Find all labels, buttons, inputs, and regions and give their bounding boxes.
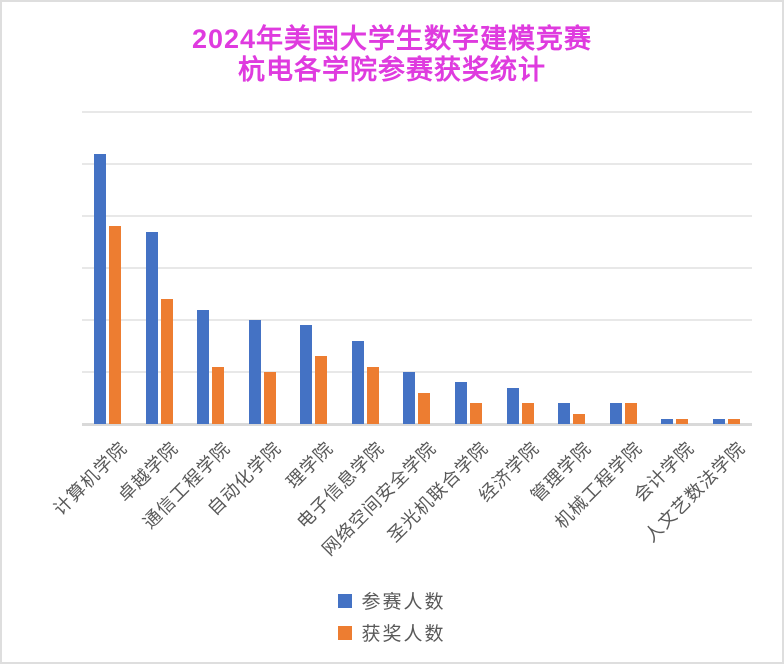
chart-title-line-2: 杭电各学院参赛获奖统计 [238, 55, 546, 85]
bar-group [288, 112, 340, 424]
plot-area [82, 111, 752, 426]
chart-title: 2024年美国大学生数学建模竞赛 杭电各学院参赛获奖统计 [2, 24, 782, 86]
participants-bar [351, 341, 364, 424]
y-gridline [82, 163, 752, 165]
participants-bar [455, 382, 468, 424]
bar-group [494, 112, 546, 424]
legend-swatch-icon [338, 593, 353, 608]
awards-bar [676, 419, 689, 424]
participants-bar [300, 325, 313, 424]
bar-group [649, 112, 701, 424]
awards-bar [521, 403, 534, 424]
bar-group [546, 112, 598, 424]
awards-bar [573, 414, 586, 424]
chart-legend: 参赛人数 获奖人数 [2, 587, 782, 646]
bar-group [700, 112, 752, 424]
legend-item: 参赛人数 [338, 587, 445, 614]
participants-bar [145, 232, 158, 424]
participants-bar [403, 372, 416, 424]
bar-group [391, 112, 443, 424]
participants-bar [558, 403, 571, 424]
legend-label: 获奖人数 [361, 624, 446, 645]
awards-bar [109, 226, 122, 424]
legend-item: 获奖人数 [338, 619, 445, 646]
y-gridline [82, 319, 752, 321]
bar-group [82, 112, 134, 424]
chart-title-line-1: 2024年美国大学生数学建模竞赛 [191, 24, 593, 54]
y-gridline [82, 267, 752, 269]
awards-bar [418, 393, 431, 424]
bar-group [597, 112, 649, 424]
bar-group [237, 112, 289, 424]
awards-bar [263, 372, 276, 424]
y-gridline [82, 111, 752, 113]
awards-bar [470, 403, 483, 424]
participants-bar [248, 320, 261, 424]
awards-bar [212, 367, 225, 424]
awards-bar [315, 356, 328, 424]
bar-group [185, 112, 237, 424]
legend-swatch-icon [338, 625, 353, 640]
legend-label: 参赛人数 [361, 592, 446, 613]
participants-bar [197, 310, 210, 424]
awards-bar [727, 419, 740, 424]
participants-bar [712, 419, 725, 424]
participants-bar [94, 154, 107, 424]
awards-bar [624, 403, 637, 424]
participants-bar [609, 403, 622, 424]
bar-group [134, 112, 186, 424]
y-gridline [82, 215, 752, 217]
bar-group [340, 112, 392, 424]
participants-bar [506, 388, 519, 424]
awards-bar [160, 299, 173, 424]
bar-group [443, 112, 495, 424]
x-axis-line [82, 423, 752, 426]
awards-bar [366, 367, 379, 424]
y-gridline [82, 371, 752, 373]
participants-bar [661, 419, 674, 424]
